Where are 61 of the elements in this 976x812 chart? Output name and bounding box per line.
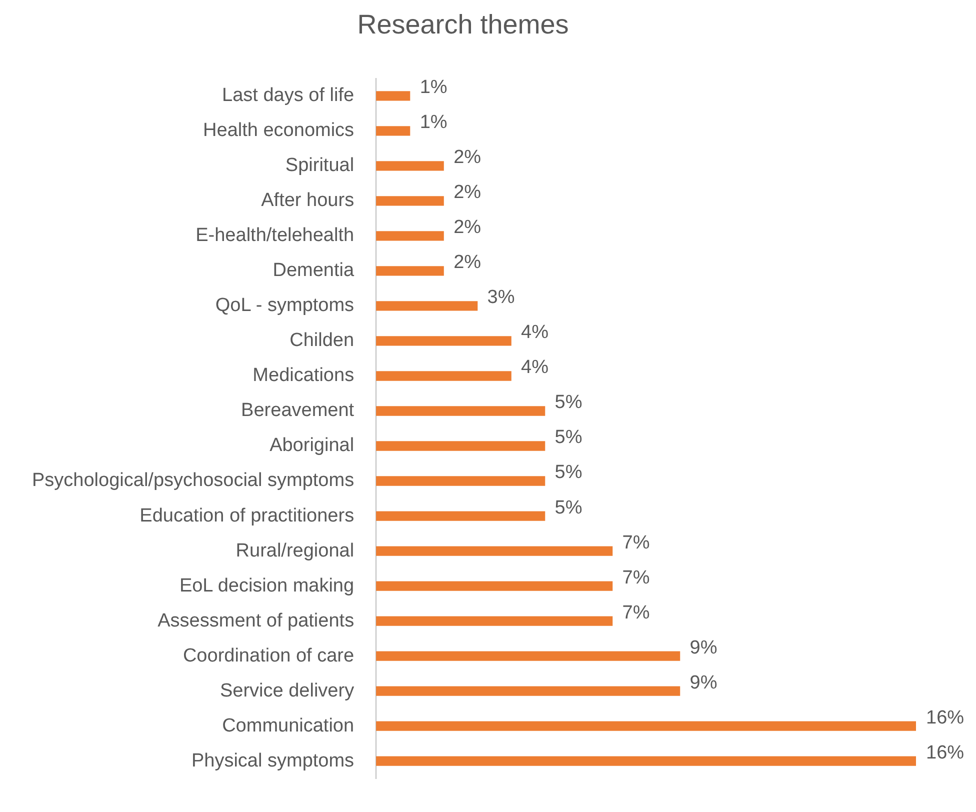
y-tick-label: Dementia xyxy=(272,260,354,282)
bar xyxy=(376,581,613,591)
data-label: 4% xyxy=(521,322,549,344)
data-label: 2% xyxy=(454,217,482,238)
bar xyxy=(376,301,478,311)
bar xyxy=(376,441,546,451)
y-tick-label: Service delivery xyxy=(220,680,355,702)
data-label: 7% xyxy=(622,567,650,588)
bar xyxy=(376,686,680,696)
bar xyxy=(376,91,410,101)
bar xyxy=(376,616,613,626)
data-label: 5% xyxy=(554,462,582,484)
y-tick-label: Assessment of patients xyxy=(158,610,354,632)
y-tick-label: Rural/regional xyxy=(236,540,354,562)
data-label: 7% xyxy=(622,602,650,624)
y-tick-label: Childen xyxy=(290,330,354,352)
data-label: 16% xyxy=(926,742,964,764)
data-label: 2% xyxy=(454,182,482,204)
bar xyxy=(376,231,444,241)
y-tick-label: Communication xyxy=(222,715,354,736)
y-tick-label: Health economics xyxy=(203,120,354,142)
data-label: 9% xyxy=(690,637,718,658)
data-label: 2% xyxy=(454,252,482,274)
data-label: 5% xyxy=(554,497,582,518)
y-tick-label: After hours xyxy=(261,190,354,212)
bar xyxy=(376,511,546,521)
bar xyxy=(376,756,916,766)
data-label: 1% xyxy=(420,112,448,134)
y-tick-label: Medications xyxy=(252,365,354,386)
data-label: 7% xyxy=(622,532,650,554)
bar xyxy=(376,406,546,416)
y-tick-label: Bereavement xyxy=(241,400,355,422)
bar xyxy=(376,546,613,556)
data-label: 1% xyxy=(420,77,448,98)
y-tick-label: Spiritual xyxy=(285,155,354,176)
y-tick-label: E-health/telehealth xyxy=(196,225,354,246)
data-label: 5% xyxy=(554,427,582,448)
y-tick-label: Psychological/psychosocial symptoms xyxy=(32,470,354,492)
data-label: 2% xyxy=(454,147,482,168)
data-label: 5% xyxy=(554,392,582,414)
y-tick-label: Education of practitioners xyxy=(140,505,354,526)
bar xyxy=(376,336,512,346)
data-label: 4% xyxy=(521,357,549,378)
y-tick-label: Physical symptoms xyxy=(191,750,354,772)
y-tick-label: EoL decision making xyxy=(179,575,354,596)
bar xyxy=(376,721,916,731)
bar xyxy=(376,266,444,276)
y-tick-label: Coordination of care xyxy=(182,645,354,666)
bar xyxy=(376,476,546,486)
bar xyxy=(376,161,444,171)
y-tick-label: Aboriginal xyxy=(270,435,354,456)
data-label: 9% xyxy=(690,672,718,694)
y-tick-label: Last days of life xyxy=(222,85,354,106)
bar xyxy=(376,196,444,206)
data-label: 16% xyxy=(926,707,964,728)
bar xyxy=(376,371,512,381)
data-label: 3% xyxy=(487,287,515,308)
chart-title: Research themes xyxy=(357,10,569,40)
y-tick-label: QoL - symptoms xyxy=(215,295,354,316)
bar xyxy=(376,126,410,136)
bar xyxy=(376,651,680,661)
